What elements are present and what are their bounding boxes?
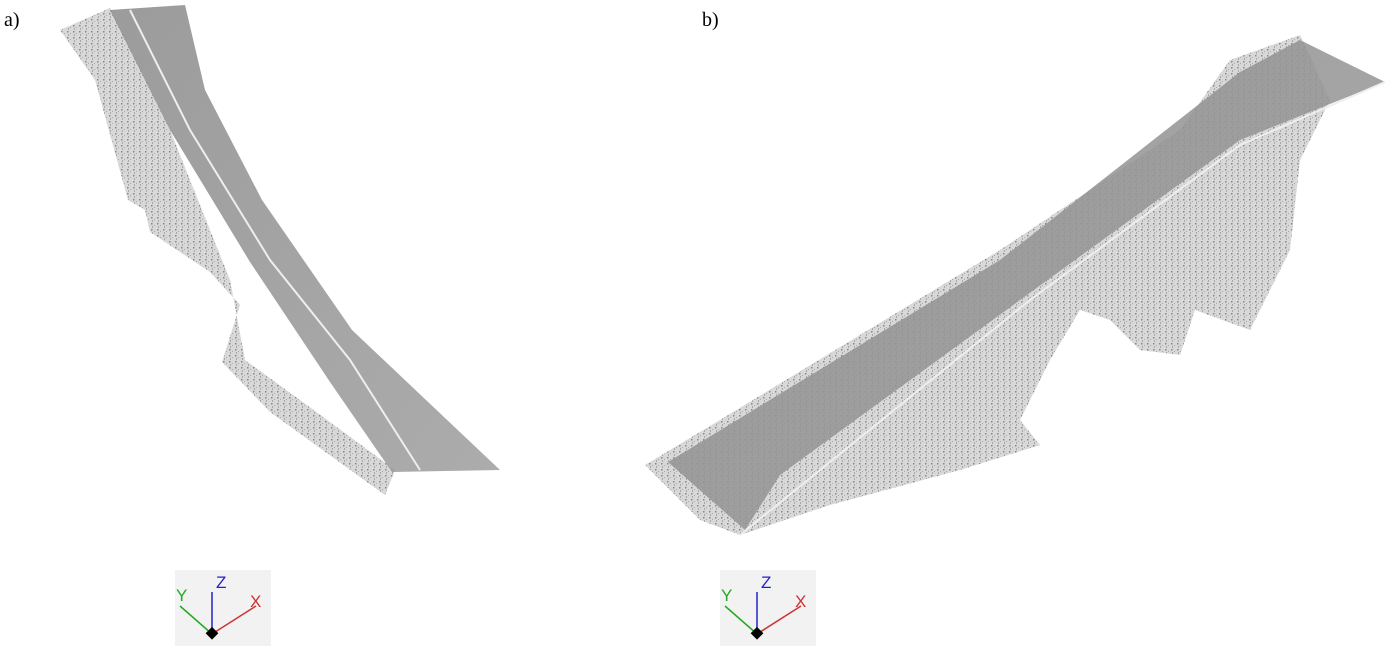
panel-b: b) Z Y X [645,9,1385,646]
z-label: Z [761,573,771,592]
axis-indicator: Z Y X [175,570,271,646]
panel-a: a) Z Y X [4,5,500,646]
z-label: Z [216,573,226,592]
x-label: X [250,592,261,611]
panel-label: a) [4,9,20,31]
point-cloud-structure [60,8,395,495]
figure: a) Z Y X b) Z Y X [0,0,1397,650]
panel-label: b) [702,9,719,31]
x-label: X [795,592,806,611]
y-label: Y [176,586,187,605]
axis-indicator: Z Y X [720,570,816,646]
point-cloud-deck [668,40,1385,530]
y-label: Y [721,586,732,605]
